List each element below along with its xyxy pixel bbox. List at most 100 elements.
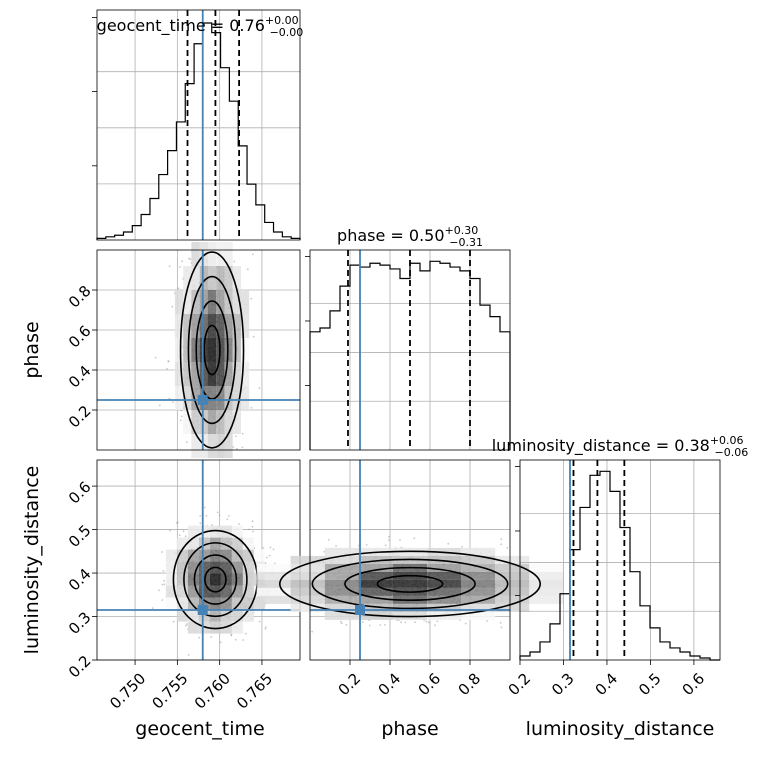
density-cell [461, 611, 496, 620]
density-cell [324, 595, 359, 604]
sample-point [499, 621, 502, 624]
sample-point [188, 257, 190, 260]
sample-point [162, 570, 165, 572]
sample-point [425, 620, 428, 623]
sample-point [258, 387, 261, 390]
truth-marker [197, 395, 208, 405]
density-cell [165, 561, 177, 574]
sample-point [203, 506, 206, 509]
frame [96, 249, 301, 451]
density-cell [224, 434, 233, 458]
sample-point [181, 260, 184, 263]
density-cell [191, 290, 200, 314]
density-cell [240, 338, 250, 362]
sample-point [246, 268, 249, 271]
density-cell [220, 609, 232, 622]
density-cell [242, 537, 254, 550]
density-cell [198, 597, 210, 610]
density-cell [198, 609, 210, 622]
density-cell [183, 338, 192, 362]
sample-point [413, 537, 416, 540]
density-cell [495, 595, 530, 604]
sample-point [335, 545, 337, 547]
density-cell [358, 571, 393, 580]
sample-point [177, 287, 180, 290]
truth-marker [355, 605, 365, 615]
density-cell [187, 585, 199, 598]
sample-point [268, 554, 271, 557]
density-cell [242, 573, 254, 586]
sample-point [388, 536, 390, 538]
sample-point [265, 556, 268, 559]
density-cell [240, 314, 250, 338]
hist-luminosity_distance-xticklabel-3: 0.5 [635, 670, 665, 700]
hist-luminosity_distance-xticklabel-1: 0.3 [548, 670, 578, 700]
sample-point [219, 641, 222, 644]
sample-point [340, 620, 342, 623]
density-cell [174, 290, 184, 314]
density-2-xticklabel-2: 0.760 [191, 670, 234, 713]
sample-point [179, 266, 181, 268]
density-cell [174, 314, 184, 338]
contour-2 [344, 566, 476, 602]
density-cell [495, 603, 530, 612]
density-cell [529, 587, 564, 596]
sample-point [186, 623, 188, 626]
density-cell [358, 555, 393, 564]
density-cell [358, 603, 393, 612]
density-cell [199, 434, 208, 458]
density-cell [199, 242, 208, 266]
density-cell [187, 525, 199, 538]
title-geocent_time-plus: +0.00 [265, 14, 299, 27]
sample-point [235, 435, 237, 438]
density-cell [358, 579, 393, 588]
density-3-xticklabel-0: 0.2 [335, 670, 365, 700]
density-cell [231, 561, 243, 574]
sample-point [226, 518, 229, 521]
density-cell [224, 362, 233, 386]
sample-point [272, 548, 275, 551]
density-cell [216, 290, 225, 314]
sample-point [233, 260, 236, 263]
title-luminosity_distance: luminosity_distance = 0.38+0.06 −0.06 [492, 434, 749, 459]
sample-point [242, 639, 245, 641]
sample-point [250, 406, 253, 409]
contour-2 [193, 554, 238, 605]
sample-point [251, 520, 254, 523]
density-2-yticklabel-4: 0.6 [65, 478, 95, 508]
density-cell [198, 561, 210, 574]
hist-geocent_time-steps [96, 22, 301, 240]
title-phase-minus: −0.31 [449, 236, 483, 249]
density-cell [358, 595, 393, 604]
sample-point [269, 546, 272, 549]
density-cell [427, 563, 462, 572]
density-cell [207, 434, 217, 458]
sample-point [238, 523, 240, 525]
sample-point [434, 624, 436, 627]
density-cell [242, 597, 254, 610]
hist-geocent_time [92, 9, 301, 241]
density-1-yticklabel-1: 0.4 [65, 362, 95, 392]
density-cell [183, 386, 192, 410]
density-cell [231, 585, 243, 598]
density-cell [427, 571, 462, 580]
title-luminosity_distance-minus: −0.06 [715, 446, 749, 459]
sample-point [154, 356, 157, 359]
density-cell [209, 621, 221, 634]
title-geocent_time-value: 0.76 [229, 16, 265, 35]
density-cell [183, 362, 192, 386]
density-cell [256, 571, 291, 580]
density-cell [216, 386, 225, 410]
sample-point [177, 521, 179, 524]
hist-phase [305, 249, 511, 451]
sample-point [168, 265, 171, 268]
sample-point [252, 253, 254, 256]
density-cell [232, 386, 241, 410]
density-cell [187, 597, 199, 610]
density-cell [256, 579, 291, 588]
density-cell [216, 434, 225, 458]
density-cell [165, 597, 177, 610]
sample-point [205, 515, 208, 517]
density-cell [256, 587, 291, 596]
